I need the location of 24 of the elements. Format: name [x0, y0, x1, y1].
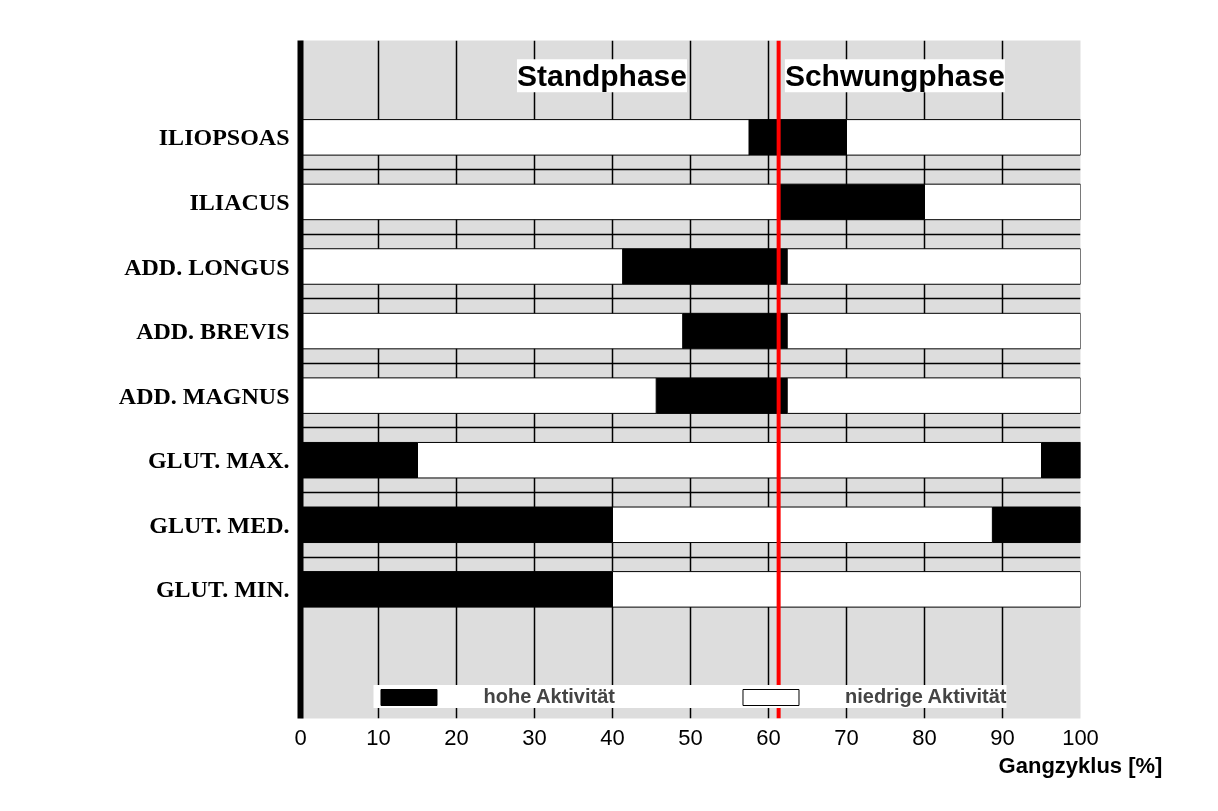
y-tick-label: GLUT. MIN. — [155, 576, 290, 603]
legend-label: niedrige Aktivität — [844, 685, 1007, 708]
x-tick-label: 60 — [756, 724, 781, 750]
y-tick-label: ILIOPSOAS — [158, 124, 290, 151]
x-tick-label: 70 — [834, 724, 859, 750]
x-tick-label: 100 — [1062, 724, 1099, 750]
y-tick-label: GLUT. MAX. — [147, 447, 290, 474]
y-tick-label: ILIACUS — [189, 188, 290, 215]
x-tick-label: 20 — [444, 724, 469, 750]
x-tick-label: 0 — [294, 724, 307, 750]
x-tick-label: 40 — [600, 724, 625, 750]
y-tick-label: ADD. BREVIS — [136, 318, 290, 345]
x-axis-title: Gangzyklus [%] — [998, 752, 1163, 778]
x-tick-label: 90 — [990, 724, 1015, 750]
y-tick-label: GLUT. MED. — [149, 511, 290, 538]
text: Standphase — [516, 59, 687, 93]
x-tick-label: 50 — [678, 724, 703, 750]
text: Schwungphase — [784, 59, 1005, 93]
y-tick-label: ADD. MAGNUS — [118, 382, 290, 409]
x-tick-label: 10 — [366, 724, 391, 750]
y-tick-label: ADD. LONGUS — [124, 253, 290, 280]
x-tick-label: 30 — [522, 724, 547, 750]
x-tick-label: 80 — [912, 724, 937, 750]
legend-label: hohe Aktivität — [483, 685, 615, 708]
